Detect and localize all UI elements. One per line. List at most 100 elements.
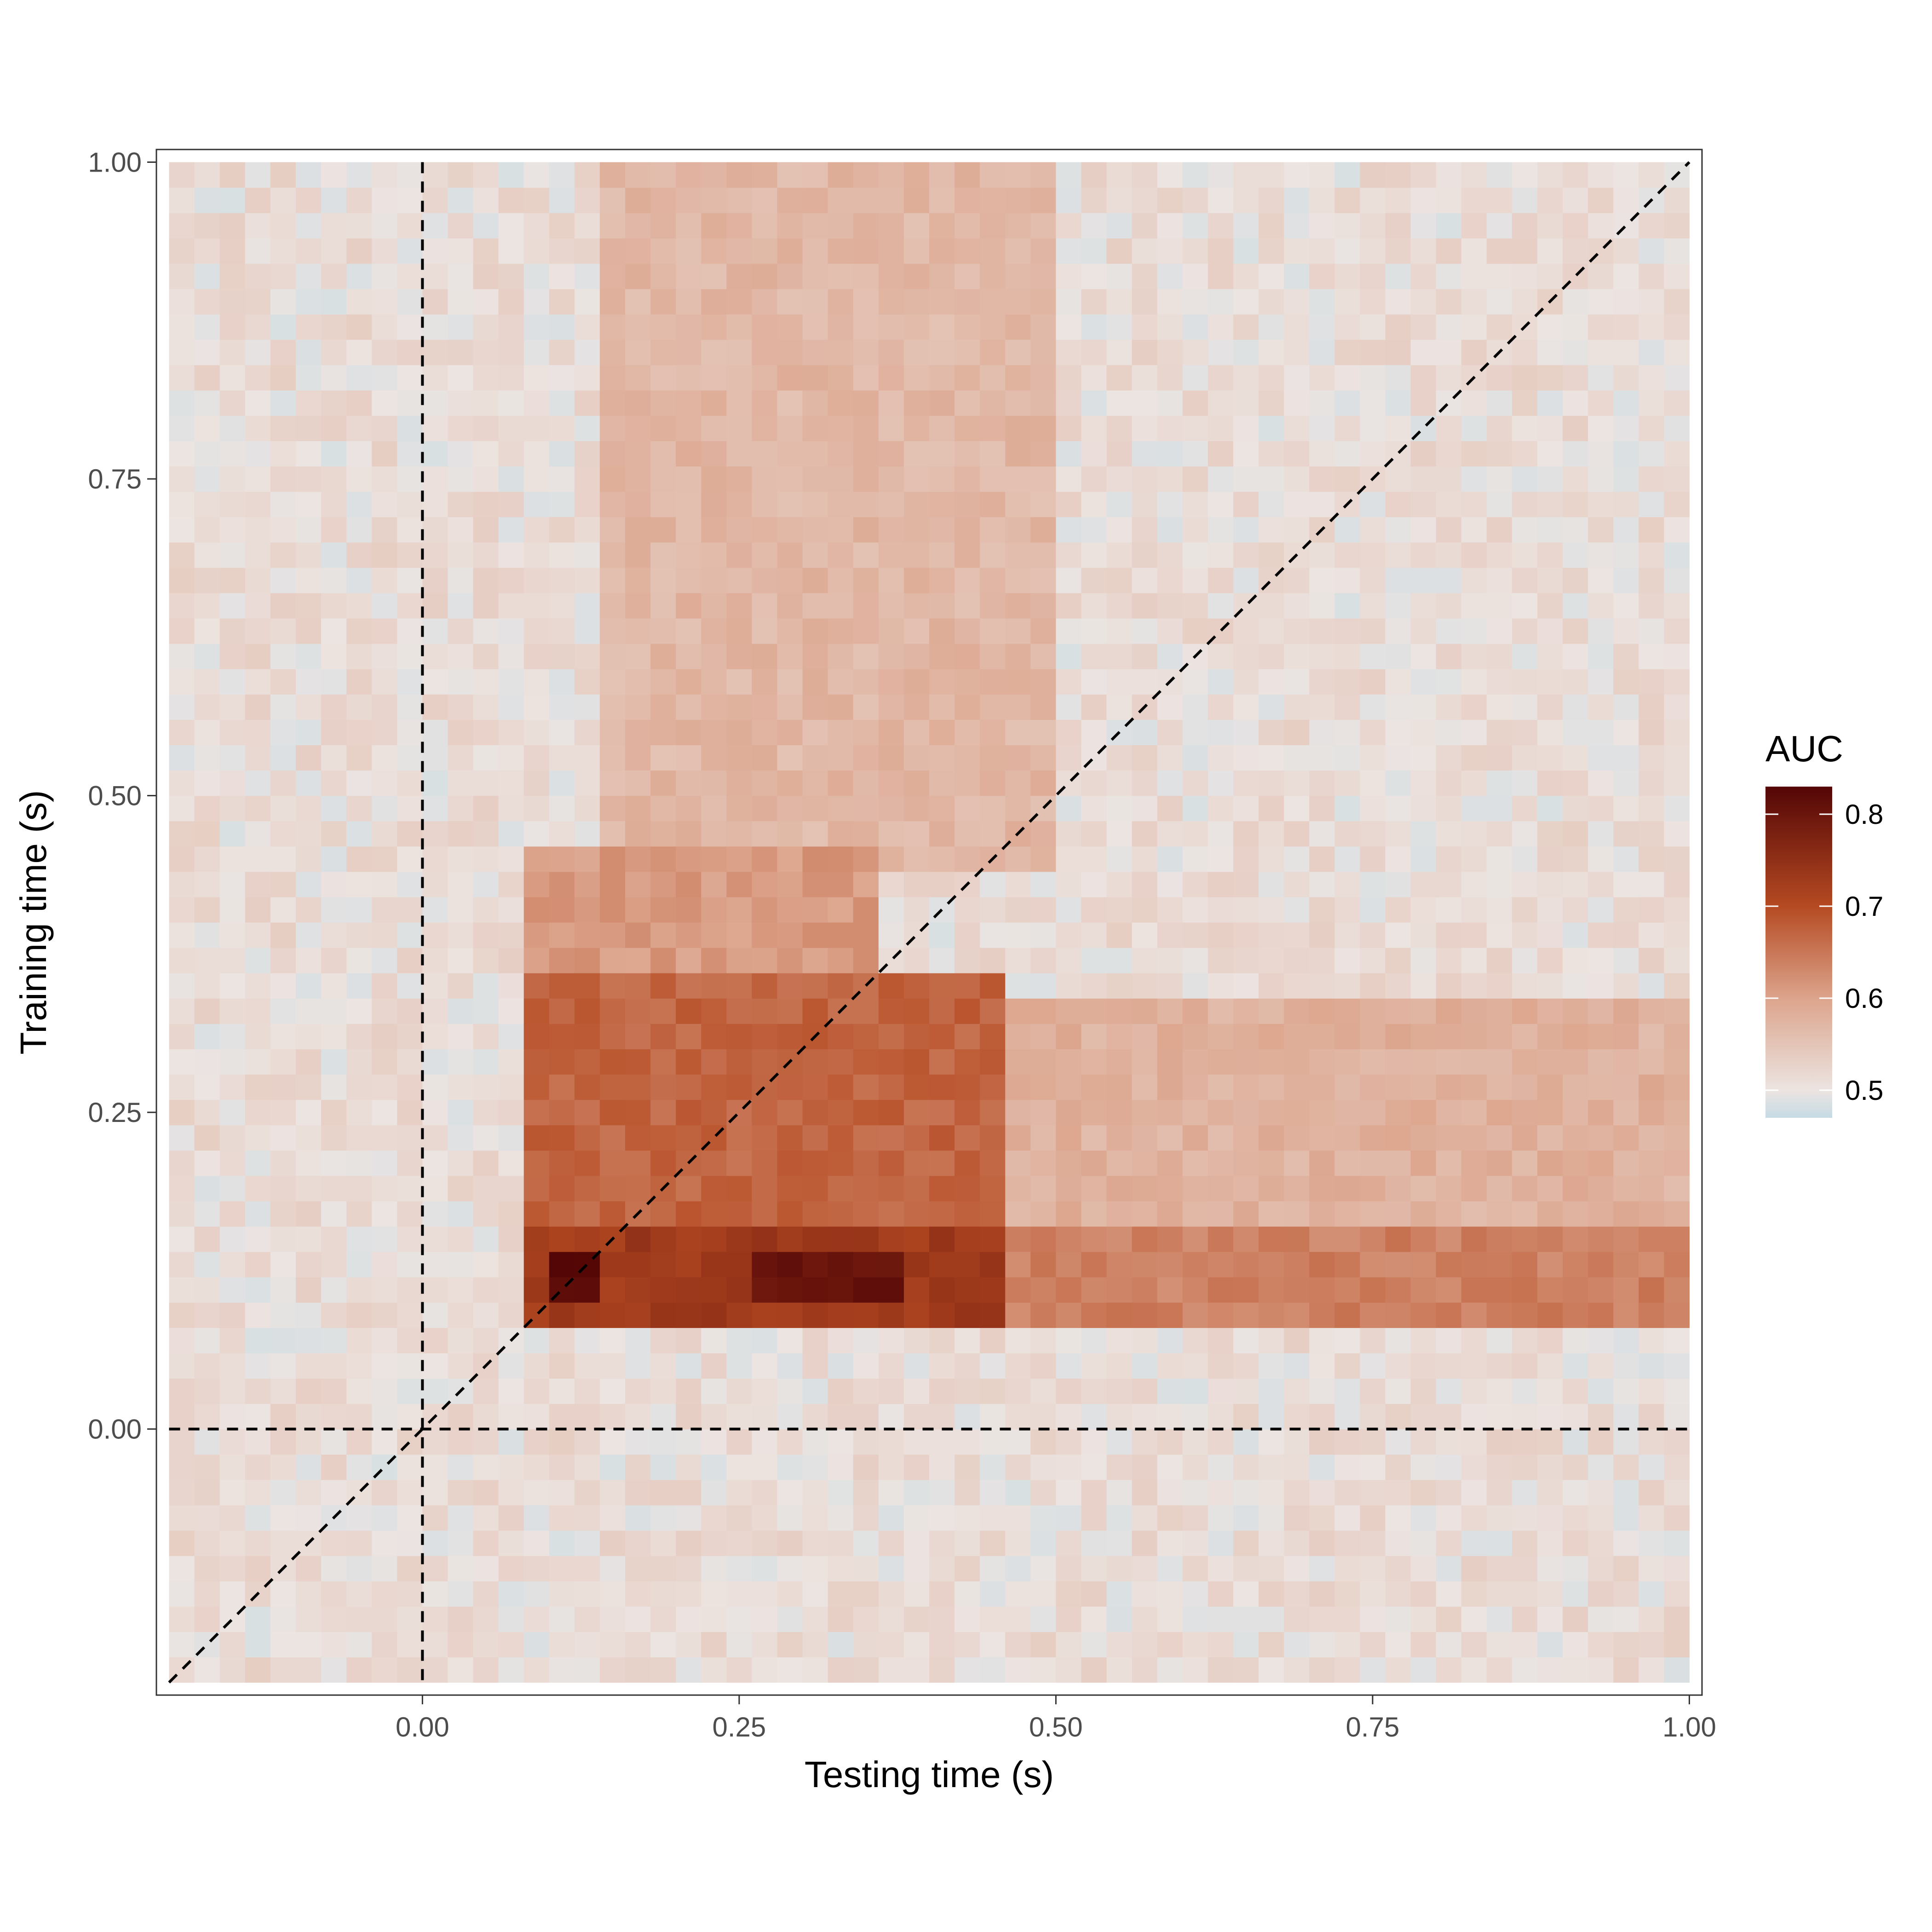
heatmap-cell — [1030, 1201, 1057, 1227]
heatmap-cell — [372, 365, 397, 391]
heatmap-cell — [194, 1606, 220, 1632]
heatmap-cell — [549, 162, 575, 188]
heatmap-cell — [270, 998, 296, 1024]
heatmap-cell — [498, 618, 524, 644]
heatmap-cell — [1639, 694, 1664, 720]
heatmap-cell — [1664, 973, 1690, 999]
heatmap-cell — [1005, 162, 1031, 188]
heatmap-cell — [1030, 1125, 1057, 1151]
legend-tick-label: 0.8 — [1845, 799, 1883, 830]
heatmap-cell — [1436, 213, 1462, 239]
heatmap-cell — [954, 263, 980, 289]
heatmap-cell — [295, 187, 322, 213]
heatmap-cell — [1537, 846, 1563, 872]
heatmap-cell — [1182, 1353, 1208, 1379]
heatmap-cell — [1259, 1049, 1284, 1075]
heatmap-cell — [194, 1302, 220, 1328]
heatmap-cell — [473, 1530, 499, 1556]
heatmap-cell — [1563, 1150, 1588, 1176]
heatmap-cell — [1664, 1328, 1690, 1353]
heatmap-cell — [1588, 1201, 1614, 1227]
heatmap-cell — [448, 339, 474, 365]
heatmap-cell — [625, 1175, 651, 1202]
heatmap-cell — [625, 1150, 651, 1176]
heatmap-cell — [1664, 517, 1690, 543]
heatmap-cell — [1410, 1125, 1437, 1151]
heatmap-cell — [980, 567, 1006, 593]
heatmap-cell — [1157, 871, 1183, 897]
heatmap-cell — [1030, 314, 1057, 340]
heatmap-cell — [1385, 1074, 1411, 1100]
heatmap-cell — [498, 719, 524, 746]
heatmap-cell — [1512, 669, 1538, 695]
heatmap-cell — [1259, 1328, 1284, 1353]
heatmap-cell — [270, 973, 296, 999]
heatmap-cell — [397, 669, 423, 695]
heatmap-cell — [1410, 339, 1437, 365]
heatmap-cell — [1208, 314, 1234, 340]
heatmap-cell — [1132, 567, 1158, 593]
heatmap-cell — [1410, 288, 1437, 315]
heatmap-cell — [752, 618, 778, 644]
heatmap-cell — [1056, 1328, 1082, 1353]
heatmap-cell — [448, 162, 474, 188]
heatmap-cell — [346, 491, 372, 518]
heatmap-cell — [549, 1403, 575, 1430]
heatmap-cell — [1436, 948, 1462, 973]
heatmap-cell — [523, 618, 550, 644]
heatmap-cell — [1309, 1201, 1335, 1227]
heatmap-cell — [549, 415, 575, 442]
heatmap-cell — [1233, 1581, 1259, 1607]
heatmap-cell — [498, 1403, 524, 1430]
heatmap-cell — [1410, 1099, 1437, 1126]
heatmap-cell — [1157, 288, 1183, 315]
heatmap-cell — [1056, 466, 1082, 492]
heatmap-cell — [929, 694, 955, 720]
heatmap-cell — [473, 1454, 499, 1480]
heatmap-cell — [903, 1581, 930, 1607]
heatmap-cell — [245, 1074, 271, 1100]
heatmap-cell — [194, 238, 220, 264]
heatmap-cell — [929, 1328, 955, 1353]
heatmap-cell — [245, 592, 271, 619]
heatmap-cell — [650, 187, 676, 213]
heatmap-cell — [853, 1252, 879, 1277]
heatmap-cell — [1309, 1403, 1335, 1430]
heatmap-cell — [1284, 339, 1310, 365]
heatmap-cell — [828, 1530, 854, 1556]
heatmap-cell — [473, 1125, 499, 1151]
heatmap-cell — [1360, 1099, 1386, 1126]
heatmap-cell — [1512, 1581, 1538, 1607]
heatmap-cell — [1056, 517, 1082, 543]
heatmap-cell — [1132, 669, 1158, 695]
heatmap-cell — [1056, 1074, 1082, 1100]
legend-tick-label: 0.5 — [1845, 1075, 1883, 1106]
heatmap-cell — [270, 770, 296, 796]
heatmap-cell — [1360, 1201, 1386, 1227]
heatmap-cell — [1005, 897, 1031, 923]
heatmap-cell — [270, 1403, 296, 1430]
heatmap-cell — [1056, 1277, 1082, 1303]
heatmap-cell — [1132, 998, 1158, 1024]
heatmap-cell — [1233, 415, 1259, 442]
heatmap-cell — [599, 669, 626, 695]
heatmap-cell — [1259, 1581, 1284, 1607]
heatmap-cell — [448, 1302, 474, 1328]
heatmap-cell — [194, 745, 220, 771]
heatmap-cell — [372, 187, 397, 213]
heatmap-cell — [1537, 1252, 1563, 1277]
heatmap-cell — [676, 1505, 702, 1531]
heatmap-cell — [1588, 567, 1614, 593]
heatmap-cell — [473, 1099, 499, 1126]
heatmap-cell — [802, 314, 828, 340]
heatmap-cell — [625, 1632, 651, 1657]
heatmap-cell — [878, 795, 904, 822]
heatmap-cell — [219, 339, 246, 365]
heatmap-cell — [523, 466, 550, 492]
heatmap-cell — [1259, 415, 1284, 442]
heatmap-cell — [599, 1353, 626, 1379]
heatmap-cell — [625, 441, 651, 467]
heatmap-cell — [1512, 1125, 1538, 1151]
heatmap-cell — [1106, 567, 1133, 593]
heatmap-cell — [701, 1632, 727, 1657]
